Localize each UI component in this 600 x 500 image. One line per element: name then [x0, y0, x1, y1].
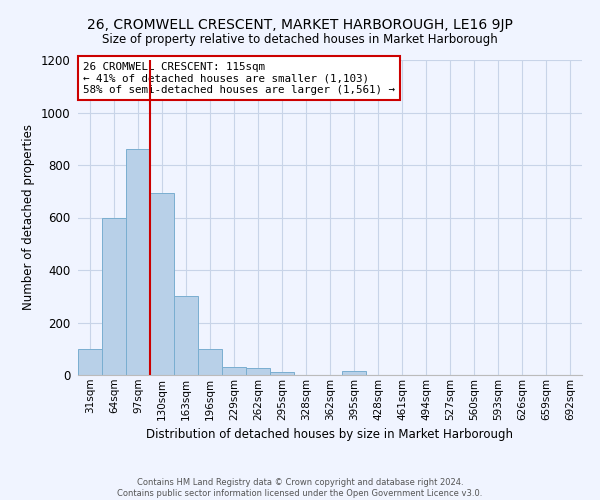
X-axis label: Distribution of detached houses by size in Market Harborough: Distribution of detached houses by size …	[146, 428, 514, 441]
Bar	[78, 349, 102, 375]
Text: 26, CROMWELL CRESCENT, MARKET HARBOROUGH, LE16 9JP: 26, CROMWELL CRESCENT, MARKET HARBOROUGH…	[87, 18, 513, 32]
Bar	[126, 149, 150, 375]
Bar	[198, 349, 222, 375]
Bar	[150, 192, 174, 375]
Text: Size of property relative to detached houses in Market Harborough: Size of property relative to detached ho…	[102, 32, 498, 46]
Bar	[342, 371, 366, 375]
Text: 26 CROMWELL CRESCENT: 115sqm
← 41% of detached houses are smaller (1,103)
58% of: 26 CROMWELL CRESCENT: 115sqm ← 41% of de…	[83, 62, 395, 95]
Y-axis label: Number of detached properties: Number of detached properties	[22, 124, 35, 310]
Bar	[222, 367, 246, 375]
Bar	[270, 372, 294, 375]
Text: Contains HM Land Registry data © Crown copyright and database right 2024.
Contai: Contains HM Land Registry data © Crown c…	[118, 478, 482, 498]
Bar	[246, 368, 270, 375]
Bar	[174, 296, 198, 375]
Bar	[102, 218, 126, 375]
